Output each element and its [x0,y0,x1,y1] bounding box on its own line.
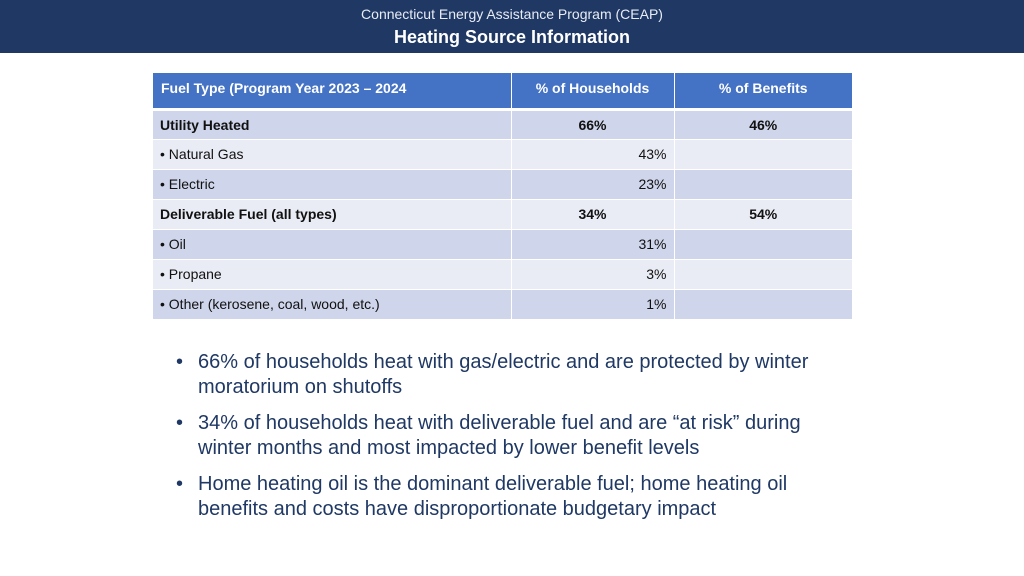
row-label: • Propane [153,259,512,290]
row-benefits [674,139,852,170]
slide-header: Connecticut Energy Assistance Program (C… [0,0,1024,53]
row-label: • Other (kerosene, coal, wood, etc.) [153,289,512,320]
row-label: • Oil [153,229,512,260]
bullet-dot-icon: • [176,473,184,495]
bullet-item: • 34% of households heat with deliverabl… [176,411,836,461]
header-benefits: % of Benefits [674,73,852,111]
table-header-row: Fuel Type (Program Year 2023 – 2024 % of… [153,73,852,111]
table-row: • Natural Gas 43% [153,139,852,170]
bullet-text: Home heating oil is the dominant deliver… [198,473,788,520]
bullet-text: 34% of households heat with deliverable … [198,412,801,459]
row-households: 23% [511,169,675,200]
row-households: 43% [511,139,675,170]
table-row: Utility Heated 66% 46% [153,109,852,140]
bullet-dot-icon: • [176,351,184,373]
table-row: • Other (kerosene, coal, wood, etc.) 1% [153,289,852,320]
row-households: 3% [511,259,675,290]
summary-bullets: • 66% of households heat with gas/electr… [176,350,836,533]
table-row: • Electric 23% [153,169,852,200]
row-benefits [674,229,852,260]
row-benefits [674,259,852,290]
program-name: Connecticut Energy Assistance Program (C… [361,6,663,22]
header-households: % of Households [511,73,675,111]
row-benefits [674,169,852,200]
row-label: • Electric [153,169,512,200]
row-label: Deliverable Fuel (all types) [153,199,512,230]
row-label: • Natural Gas [153,139,512,170]
bullet-text: 66% of households heat with gas/electric… [198,351,809,398]
row-benefits [674,289,852,320]
bullet-dot-icon: • [176,412,184,434]
row-households: 31% [511,229,675,260]
row-households: 34% [511,199,675,230]
row-label: Utility Heated [153,109,512,140]
row-households: 1% [511,289,675,320]
table-row: • Propane 3% [153,259,852,290]
bullet-item: • Home heating oil is the dominant deliv… [176,472,836,522]
bullet-item: • 66% of households heat with gas/electr… [176,350,836,400]
row-households: 66% [511,109,675,140]
heating-source-table: Fuel Type (Program Year 2023 – 2024 % of… [153,73,852,320]
row-benefits: 46% [674,109,852,140]
row-benefits: 54% [674,199,852,230]
table-row: Deliverable Fuel (all types) 34% 54% [153,199,852,230]
slide-title: Heating Source Information [393,27,631,47]
header-fuel-type: Fuel Type (Program Year 2023 – 2024 [153,73,512,111]
table-row: • Oil 31% [153,229,852,260]
